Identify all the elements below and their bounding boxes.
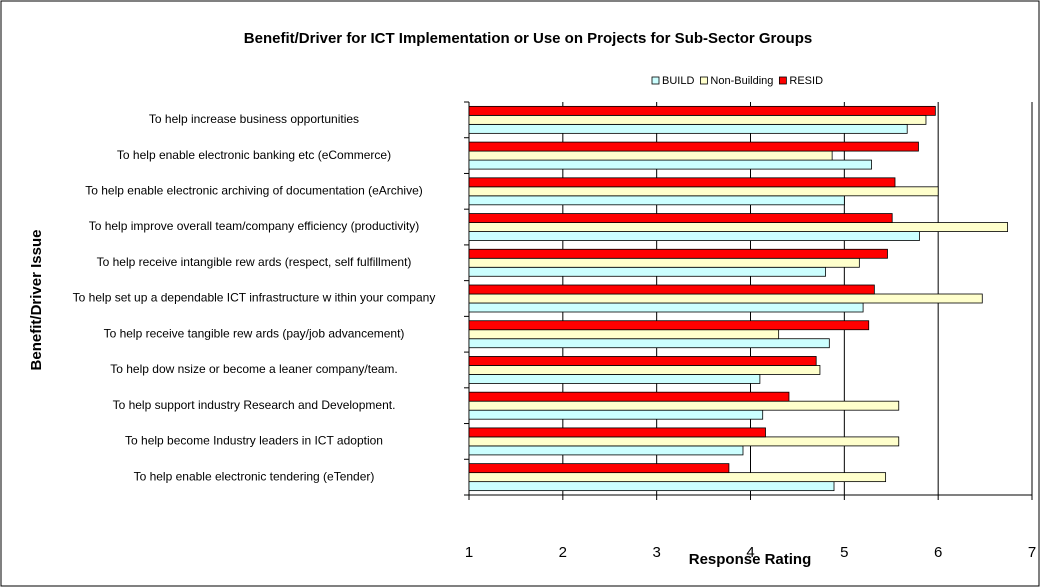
y-tick-label: To help enable electronic banking etc (e… bbox=[117, 148, 391, 162]
y-tick-label: To help enable electronic archiving of d… bbox=[85, 183, 423, 197]
x-tick-label: 3 bbox=[652, 544, 660, 561]
bar bbox=[468, 391, 790, 402]
bar bbox=[468, 123, 908, 134]
x-tick-label: 5 bbox=[840, 544, 848, 561]
bar bbox=[468, 257, 860, 268]
y-tick-label: To help improve overall team/company eff… bbox=[89, 219, 420, 233]
bar bbox=[468, 445, 744, 456]
y-tick-label: To help support industry Research and De… bbox=[113, 398, 396, 412]
legend-label: Non-Building bbox=[710, 75, 773, 87]
bar bbox=[468, 463, 730, 474]
y-tick-label: To help become Industry leaders in ICT a… bbox=[125, 434, 383, 448]
bar bbox=[468, 436, 900, 447]
bar bbox=[468, 356, 817, 366]
bar bbox=[468, 365, 821, 375]
bar bbox=[468, 302, 864, 313]
bar bbox=[468, 472, 887, 483]
bar bbox=[468, 284, 875, 295]
bar bbox=[468, 105, 936, 116]
bar bbox=[468, 186, 939, 197]
bar bbox=[468, 141, 919, 152]
bar bbox=[468, 159, 872, 170]
legend-swatch bbox=[700, 76, 708, 85]
bar bbox=[468, 329, 780, 340]
bar bbox=[468, 409, 764, 420]
bar bbox=[468, 320, 870, 331]
y-axis-label: Benefit/Driver Issue bbox=[28, 230, 45, 371]
x-tick-label: 2 bbox=[559, 544, 567, 561]
y-tick-label: To help set up a dependable ICT infrastr… bbox=[73, 291, 436, 305]
legend-label: BUILD bbox=[662, 75, 694, 87]
bar bbox=[468, 293, 983, 304]
chart-title: Benefit/Driver for ICT Implementation or… bbox=[244, 30, 812, 47]
bar bbox=[468, 338, 830, 349]
y-tick-label: To help increase business opportunities bbox=[149, 112, 359, 126]
bar bbox=[468, 400, 900, 411]
y-tick-label: To help enable electronic tendering (eTe… bbox=[134, 469, 375, 483]
x-tick-label: 1 bbox=[465, 544, 473, 561]
x-tick-label: 7 bbox=[1028, 544, 1036, 561]
x-tick-label: 4 bbox=[746, 544, 754, 561]
legend-swatch bbox=[778, 76, 787, 85]
y-tick-label: To help dow nsize or become a leaner com… bbox=[110, 362, 398, 376]
x-tick-label: 6 bbox=[934, 544, 942, 561]
x-axis-label: Response Rating bbox=[689, 551, 812, 568]
bar bbox=[468, 427, 766, 438]
bar bbox=[468, 231, 920, 241]
bar bbox=[468, 177, 896, 188]
legend-label: RESID bbox=[789, 75, 823, 87]
legend-swatch bbox=[651, 76, 660, 85]
bar bbox=[468, 266, 826, 277]
bar bbox=[468, 195, 845, 206]
bar bbox=[468, 248, 888, 259]
bar bbox=[468, 222, 1009, 232]
y-tick-label: To help receive intangible rew ards (res… bbox=[97, 255, 412, 269]
bar bbox=[468, 213, 893, 223]
bar bbox=[468, 374, 761, 384]
bar bbox=[468, 114, 927, 125]
bar bbox=[468, 481, 835, 492]
y-tick-label: To help receive tangible rew ards (pay/j… bbox=[104, 326, 405, 340]
bar bbox=[468, 150, 833, 161]
